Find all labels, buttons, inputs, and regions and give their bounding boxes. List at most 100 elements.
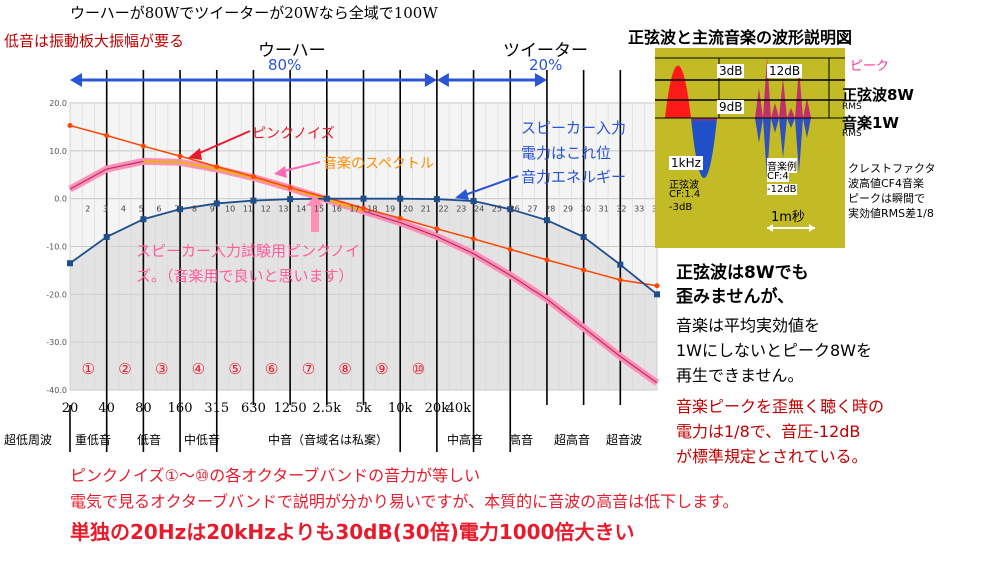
tweeter-label: ツイーター xyxy=(503,41,588,61)
inset-music-ex-3: -12dB xyxy=(767,184,797,195)
speaker-input-point xyxy=(654,291,660,298)
index-tick-label: 4 xyxy=(121,205,126,214)
bass-note: 低音は振動板大振幅が要る xyxy=(4,32,185,50)
speaker-input-point xyxy=(177,206,184,213)
index-tick-label: 15 xyxy=(314,205,324,214)
inset-12db-label: 12dB xyxy=(767,64,803,78)
woofer-arrow-head-right xyxy=(424,73,437,87)
inset-music-rms-label: 音楽1W xyxy=(842,114,899,132)
y-tick-label: -30.0 xyxy=(46,338,67,347)
pink-noise-point xyxy=(581,267,587,273)
x-tick-label: 160 xyxy=(167,401,193,416)
inset-1khz-label: 1kHz xyxy=(669,156,703,170)
speaker-input-point xyxy=(433,196,440,203)
band-name-mid: 中音（音域名は私案） xyxy=(268,433,389,447)
note-peak-1: 音楽ピークを歪無く聴く時の xyxy=(676,397,885,416)
index-tick-label: 29 xyxy=(563,205,573,214)
x-tick-label: 315 xyxy=(204,401,230,416)
inset-rms-label-2: RMS xyxy=(842,129,862,139)
speaker-input-point xyxy=(67,260,73,267)
inset-9db-label: 9dB xyxy=(717,100,745,114)
pink-noise-point xyxy=(104,133,110,139)
waveform-graphic xyxy=(655,48,845,248)
top-caption: ウーハーが80Wでツイーターが20Wなら全域で100W xyxy=(70,4,438,22)
x-tick-label: 40 xyxy=(98,401,115,416)
note-music-1: 音楽は平均実効値を xyxy=(676,316,821,335)
test-noise-annotation-2: ズ。（音楽用で良いと思います） xyxy=(136,267,354,285)
index-tick-label: 12 xyxy=(261,205,271,214)
x-tick-label: 1250 xyxy=(273,401,307,416)
speaker-input-point xyxy=(507,206,514,213)
y-tick-label: 20.0 xyxy=(49,99,67,108)
inset-sine-cf-1: 正弦波 xyxy=(669,180,699,191)
band-number: ⑧ xyxy=(338,360,352,378)
inset-music-ex-2: CF:4 xyxy=(767,171,789,182)
speaker-input-point xyxy=(250,197,257,204)
speaker-input-point xyxy=(543,217,550,224)
pink-noise-point xyxy=(654,283,660,289)
speaker-input-point xyxy=(287,196,294,203)
inset-sine-cf-2: CF:1.4 xyxy=(669,189,701,200)
band-name-high-mid: 中高音 xyxy=(447,433,484,447)
footer-line-3: 単独の20Hzは20kHzよりも30dB(30倍)電力1000倍大きい xyxy=(70,520,635,544)
index-tick-label: 30 xyxy=(581,205,591,214)
index-tick-label: 23 xyxy=(456,205,466,214)
speaker-input-point xyxy=(617,261,624,268)
inset-3db-label: 3dB xyxy=(717,64,745,78)
inset-crest-1: クレストファクタ xyxy=(848,162,936,175)
woofer-arrow-head-left xyxy=(70,73,82,87)
index-tick-label: 27 xyxy=(527,205,537,214)
index-tick-label: 18 xyxy=(367,205,377,214)
footer-line-1: ピンクノイズ①～⑩の各オクターブバンドの音力が等しい xyxy=(70,466,481,485)
woofer-percent: 80% xyxy=(268,56,302,74)
pink-noise-point xyxy=(177,153,183,159)
y-tick-label: -40.0 xyxy=(46,386,67,395)
pink-noise-arrow-head xyxy=(188,148,202,160)
pink-noise-point xyxy=(287,185,293,191)
inset-sine-cf-3: -3dB xyxy=(669,202,693,213)
band-number: ③ xyxy=(154,360,169,378)
band-name-low-mid: 中低音 xyxy=(184,433,221,447)
speaker-input-annotation-2: 電力はこれ位 xyxy=(521,144,612,162)
index-tick-label: 16 xyxy=(332,205,342,214)
index-tick-label: 21 xyxy=(421,205,431,214)
music-arrow xyxy=(279,161,321,173)
pink-noise-point xyxy=(617,277,623,283)
music-spectrum-annotation: 音楽のスペクトル xyxy=(323,156,435,172)
index-tick-label: 25 xyxy=(492,205,502,214)
pink-noise-arrow xyxy=(194,130,251,156)
band-name-super-treble: 超高音 xyxy=(554,433,591,447)
band-number: ⑤ xyxy=(228,360,242,378)
inset-peak-label: ピーク xyxy=(850,59,890,74)
speaker-input-point xyxy=(213,200,220,207)
music-arrow-head xyxy=(274,166,287,178)
band-number: ① xyxy=(81,360,96,378)
x-tick-label: 2.5k xyxy=(312,401,342,416)
inset-title: 正弦波と主流音楽の波形説明図 xyxy=(628,28,853,47)
pink-noise-point xyxy=(361,205,366,211)
speaker-input-point xyxy=(140,216,147,223)
band-name-sub-bass: 重低音 xyxy=(75,433,112,447)
inset-crest-3: ピークは瞬間で xyxy=(848,192,925,205)
pink-noise-point xyxy=(140,143,146,149)
tweeter-percent: 20% xyxy=(529,56,563,74)
waveform-inset: 3dB 12dB 9dB 1kHz 正弦波 CF:1.4 -3dB 音楽例 CF… xyxy=(655,48,845,248)
note-sine-2: 歪みませんが、 xyxy=(676,287,795,307)
inset-msec-label: 1m秒 xyxy=(771,210,805,225)
band-name-bass: 低音 xyxy=(137,433,162,447)
band-number: ② xyxy=(118,360,132,378)
speaker-input-point xyxy=(470,198,477,205)
test-noise-arrow-head xyxy=(306,195,324,206)
speaker-input-point xyxy=(360,195,367,202)
index-tick-label: 13 xyxy=(278,205,288,214)
pink-noise-point xyxy=(434,226,440,232)
tweeter-arrow-head-left xyxy=(436,73,449,87)
index-tick-label: 22 xyxy=(438,205,448,214)
index-tick-label: 20 xyxy=(403,205,413,214)
index-tick-label: 8 xyxy=(192,205,197,214)
band-name-treble: 高音 xyxy=(509,433,534,447)
x-tick-label: 80 xyxy=(135,401,152,416)
y-tick-label: -10.0 xyxy=(46,243,67,252)
pink-noise-point xyxy=(67,122,73,128)
x-tick-label: 5k xyxy=(355,401,372,416)
